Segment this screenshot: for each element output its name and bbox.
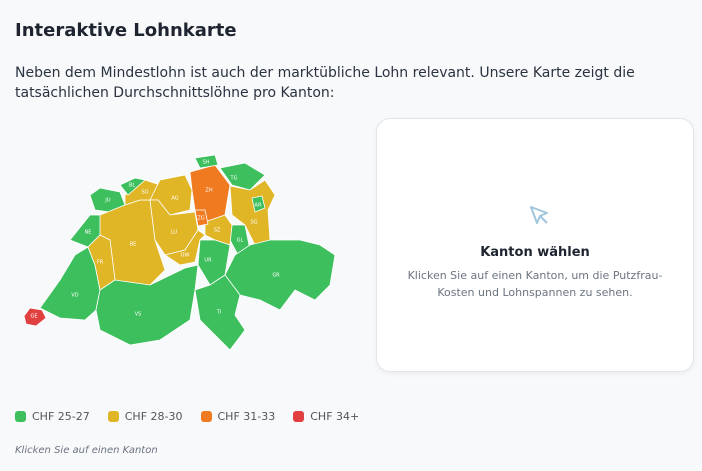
map: GE VD JU NE BE FR SO BL AG ZH SH TG SG A… xyxy=(23,154,336,350)
intro: Neben dem Mindestlohn ist auch der markt… xyxy=(15,65,635,101)
canton[interactable] xyxy=(119,177,146,196)
hint: Klicken Sie auf einen Kanton xyxy=(15,445,158,456)
canton-label: SZ xyxy=(214,228,221,234)
info-panel: Kanton wählen Klicken Sie auf einen Kant… xyxy=(376,118,694,372)
canton[interactable] xyxy=(194,209,209,227)
panel-title: Kanton wählen xyxy=(480,245,590,260)
canton-label: SG xyxy=(250,220,257,226)
canton-label: ZG xyxy=(197,216,204,222)
canton-label: AG xyxy=(171,196,178,202)
canton-label: SO xyxy=(141,190,148,196)
legend-label: CHF 25-27 xyxy=(32,410,90,423)
legend-swatch xyxy=(200,411,212,422)
canton-label: TI xyxy=(216,310,222,316)
canton-label: OW xyxy=(181,253,190,259)
canton[interactable] xyxy=(219,162,266,191)
legend-swatch xyxy=(293,411,305,422)
canton-label: VS xyxy=(135,312,142,318)
canton-label: SH xyxy=(203,160,210,166)
legend-item: CHF 28-30 xyxy=(107,410,183,423)
canton[interactable] xyxy=(23,307,47,327)
canton[interactable] xyxy=(229,179,276,246)
legend-label: CHF 34+ xyxy=(310,410,360,423)
legend: CHF 25-27 CHF 28-30 CHF 31-33 CHF 34+ xyxy=(15,410,359,423)
legend-label: CHF 31-33 xyxy=(217,410,276,423)
canton[interactable] xyxy=(194,154,219,169)
canton-label: NE xyxy=(85,230,92,236)
canton-label: AR xyxy=(255,203,262,209)
legend-item: CHF 31-33 xyxy=(200,410,276,423)
canton[interactable] xyxy=(194,274,246,350)
canton-label: VD xyxy=(71,293,78,299)
canton[interactable] xyxy=(251,195,266,213)
canton-label: FR xyxy=(97,260,104,266)
legend-swatch xyxy=(15,411,26,422)
canton-label: GR xyxy=(272,273,280,279)
legend-swatch xyxy=(107,411,119,422)
canton-label: TG xyxy=(230,176,238,182)
legend-item: CHF 25-27 xyxy=(15,410,90,423)
panel-text: Klicken Sie auf einen Kanton, um die Put… xyxy=(407,269,663,299)
cursor-icon xyxy=(530,206,548,224)
canton[interactable] xyxy=(224,239,336,311)
canton-label: BE xyxy=(130,242,137,248)
canton-label: UR xyxy=(204,258,212,264)
canton[interactable] xyxy=(39,246,101,321)
canton[interactable] xyxy=(95,264,199,346)
canton-label: LU xyxy=(171,230,178,236)
legend-item: CHF 34+ xyxy=(293,410,359,423)
canton-label: JU xyxy=(104,198,110,204)
canton[interactable] xyxy=(164,229,206,266)
canton-label: GL xyxy=(237,238,244,244)
legend-label: CHF 28-30 xyxy=(124,410,183,423)
title: Interaktive Lohnkarte xyxy=(15,20,237,41)
canton-label: BL xyxy=(129,183,135,189)
canton-label: ZH xyxy=(205,188,212,194)
canton-label: GE xyxy=(30,314,37,320)
